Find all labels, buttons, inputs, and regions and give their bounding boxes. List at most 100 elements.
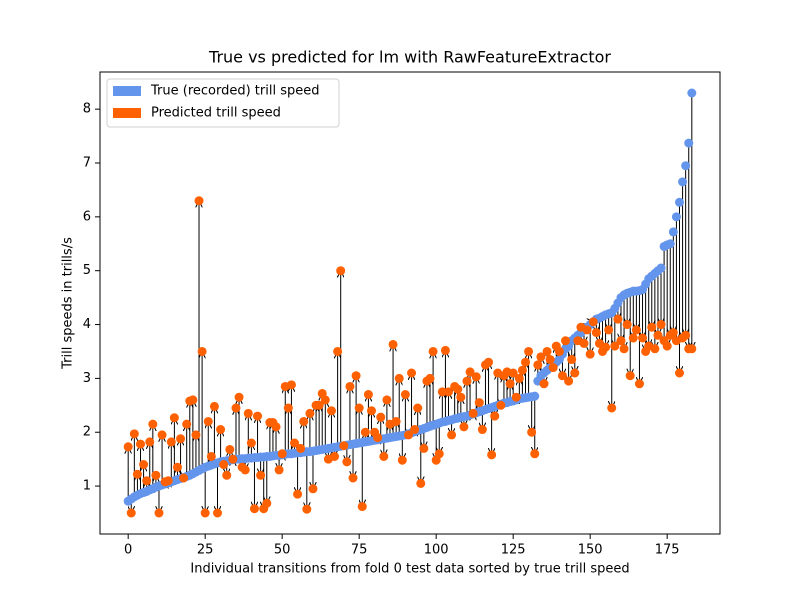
point (391, 416, 401, 426)
point (231, 403, 241, 413)
point (305, 408, 315, 418)
point (388, 339, 398, 349)
point (601, 342, 611, 352)
point (681, 161, 691, 171)
point (678, 177, 688, 187)
point (222, 470, 232, 480)
point (607, 403, 617, 413)
point (413, 403, 423, 413)
x-axis-label: Individual transitions from fold 0 test … (190, 562, 629, 577)
point (182, 419, 192, 429)
point (548, 363, 558, 373)
point (671, 212, 681, 222)
point (674, 197, 684, 207)
point (209, 401, 219, 411)
chart-title: True vs predicted for lm with RawFeature… (208, 48, 611, 67)
point (234, 392, 244, 402)
x-tick-label: 0 (124, 543, 132, 558)
point (653, 330, 663, 340)
point (668, 227, 678, 237)
point (628, 333, 638, 343)
point (468, 408, 478, 418)
y-tick-label: 1 (83, 479, 91, 494)
point (172, 462, 182, 472)
point (496, 400, 506, 410)
point (484, 357, 494, 367)
point (166, 437, 176, 447)
point (419, 443, 429, 453)
point (176, 434, 186, 444)
point (394, 373, 404, 383)
point (533, 360, 543, 370)
point (148, 419, 158, 429)
point (348, 473, 358, 483)
point (154, 508, 164, 518)
legend-label: Predicted trill speed (151, 106, 281, 121)
point (684, 138, 694, 148)
point (585, 349, 595, 359)
point (360, 427, 370, 437)
point (554, 346, 564, 356)
x-tick-label: 150 (578, 543, 603, 558)
point (379, 451, 389, 461)
point (570, 368, 580, 378)
point (650, 344, 660, 354)
point (545, 355, 555, 365)
point (225, 444, 235, 454)
point (249, 504, 259, 514)
point (345, 381, 355, 391)
point (129, 429, 139, 439)
point (274, 465, 284, 475)
point (465, 367, 475, 377)
point (539, 379, 549, 389)
point (296, 443, 306, 453)
legend-swatch (113, 86, 141, 96)
point (293, 489, 303, 499)
point (179, 473, 189, 483)
point (514, 373, 524, 383)
y-axis-label: Trill speeds in trills/s (61, 237, 76, 370)
point (434, 449, 444, 459)
point (308, 484, 318, 494)
point (591, 328, 601, 338)
point (530, 449, 540, 459)
point (228, 454, 238, 464)
point (376, 412, 386, 422)
point (256, 470, 266, 480)
point (471, 372, 481, 382)
point (314, 400, 324, 410)
point (681, 330, 691, 340)
point (203, 416, 213, 426)
point (530, 391, 540, 401)
point (561, 336, 571, 346)
point (610, 341, 620, 351)
point (157, 430, 167, 440)
point (416, 478, 426, 488)
point (428, 346, 438, 356)
point (443, 387, 453, 397)
point (437, 387, 447, 397)
legend-swatch (113, 108, 141, 118)
point (520, 357, 530, 367)
point (290, 438, 300, 448)
point (367, 406, 377, 416)
point (447, 430, 457, 440)
y-tick-label: 7 (83, 156, 91, 171)
point (299, 416, 309, 426)
point (619, 344, 629, 354)
point (459, 422, 469, 432)
point (511, 392, 521, 402)
point (283, 403, 293, 413)
point (616, 336, 626, 346)
point (330, 451, 340, 461)
point (527, 427, 537, 437)
point (668, 328, 678, 338)
point (126, 508, 136, 518)
point (440, 345, 450, 355)
point (582, 325, 592, 335)
point (206, 451, 216, 461)
point (557, 371, 567, 381)
point (622, 320, 632, 330)
point (363, 390, 373, 400)
